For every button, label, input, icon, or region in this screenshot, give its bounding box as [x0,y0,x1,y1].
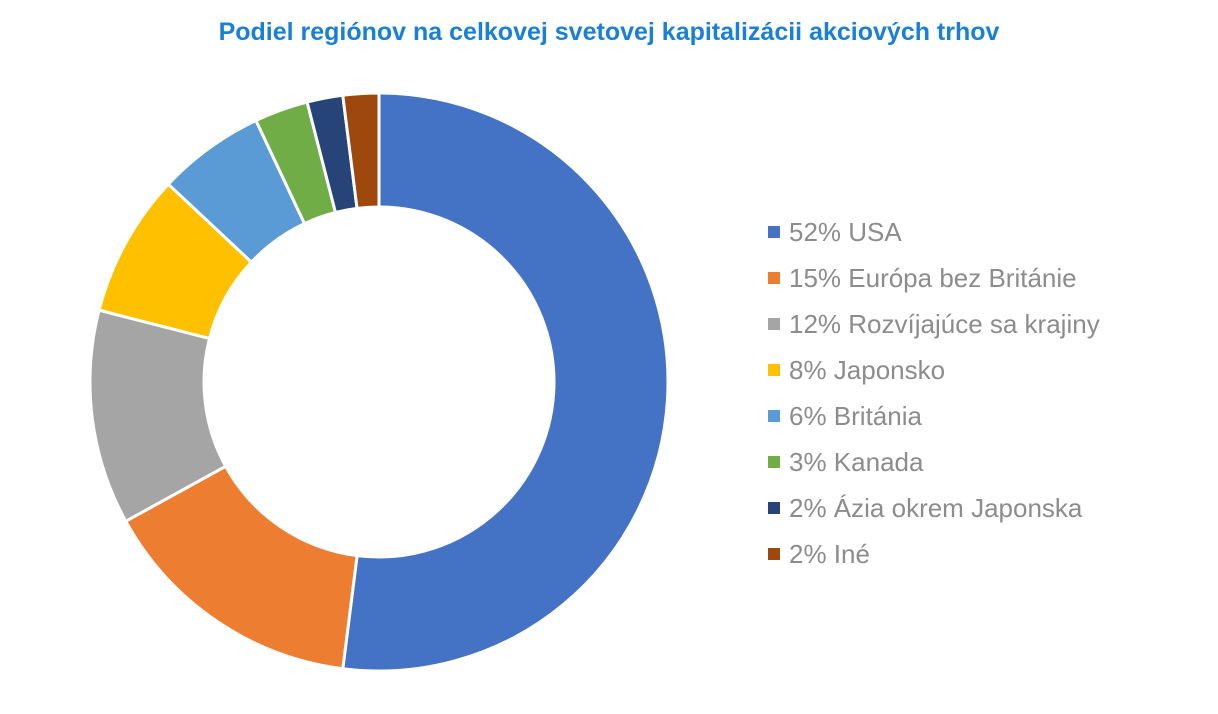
legend-swatch [768,226,780,238]
legend-item: 6% Británia [768,393,1100,439]
chart-title: Podiel regiónov na celkovej svetovej kap… [218,18,1000,46]
legend-label: 15% Európa bez Británie [789,262,1077,293]
donut-slice-7 [341,91,381,210]
legend-label: 2% Iné [789,538,870,569]
legend-item: 8% Japonsko [768,347,1100,393]
legend-swatch [768,502,780,514]
legend-swatch [768,548,780,560]
legend-label: 12% Rozvíjajúce sa krajiny [789,308,1100,339]
donut-chart [88,91,670,673]
legend-item: 2% Ázia okrem Japonska [768,485,1100,531]
legend-item: 12% Rozvíjajúce sa krajiny [768,301,1100,347]
legend-swatch [768,456,780,468]
legend-swatch [768,318,780,330]
legend-item: 15% Európa bez Británie [768,255,1100,301]
legend-swatch [768,410,780,422]
chart-legend: 52% USA 15% Európa bez Británie 12% Rozvíj… [768,209,1100,577]
legend-item: 3% Kanada [768,439,1100,485]
legend-swatch [768,364,780,376]
legend-label: 3% Kanada [789,446,924,477]
legend-label: 6% Británia [789,400,922,431]
legend-item: 2% Iné [768,531,1100,577]
legend-item: 52% USA [768,209,1100,255]
legend-label: 52% USA [789,216,902,247]
donut-slice-0 [341,91,670,673]
legend-swatch [768,272,780,284]
legend-label: 2% Ázia okrem Japonska [789,492,1083,523]
legend-label: 8% Japonsko [789,354,946,385]
donut-slice-1 [124,464,359,671]
